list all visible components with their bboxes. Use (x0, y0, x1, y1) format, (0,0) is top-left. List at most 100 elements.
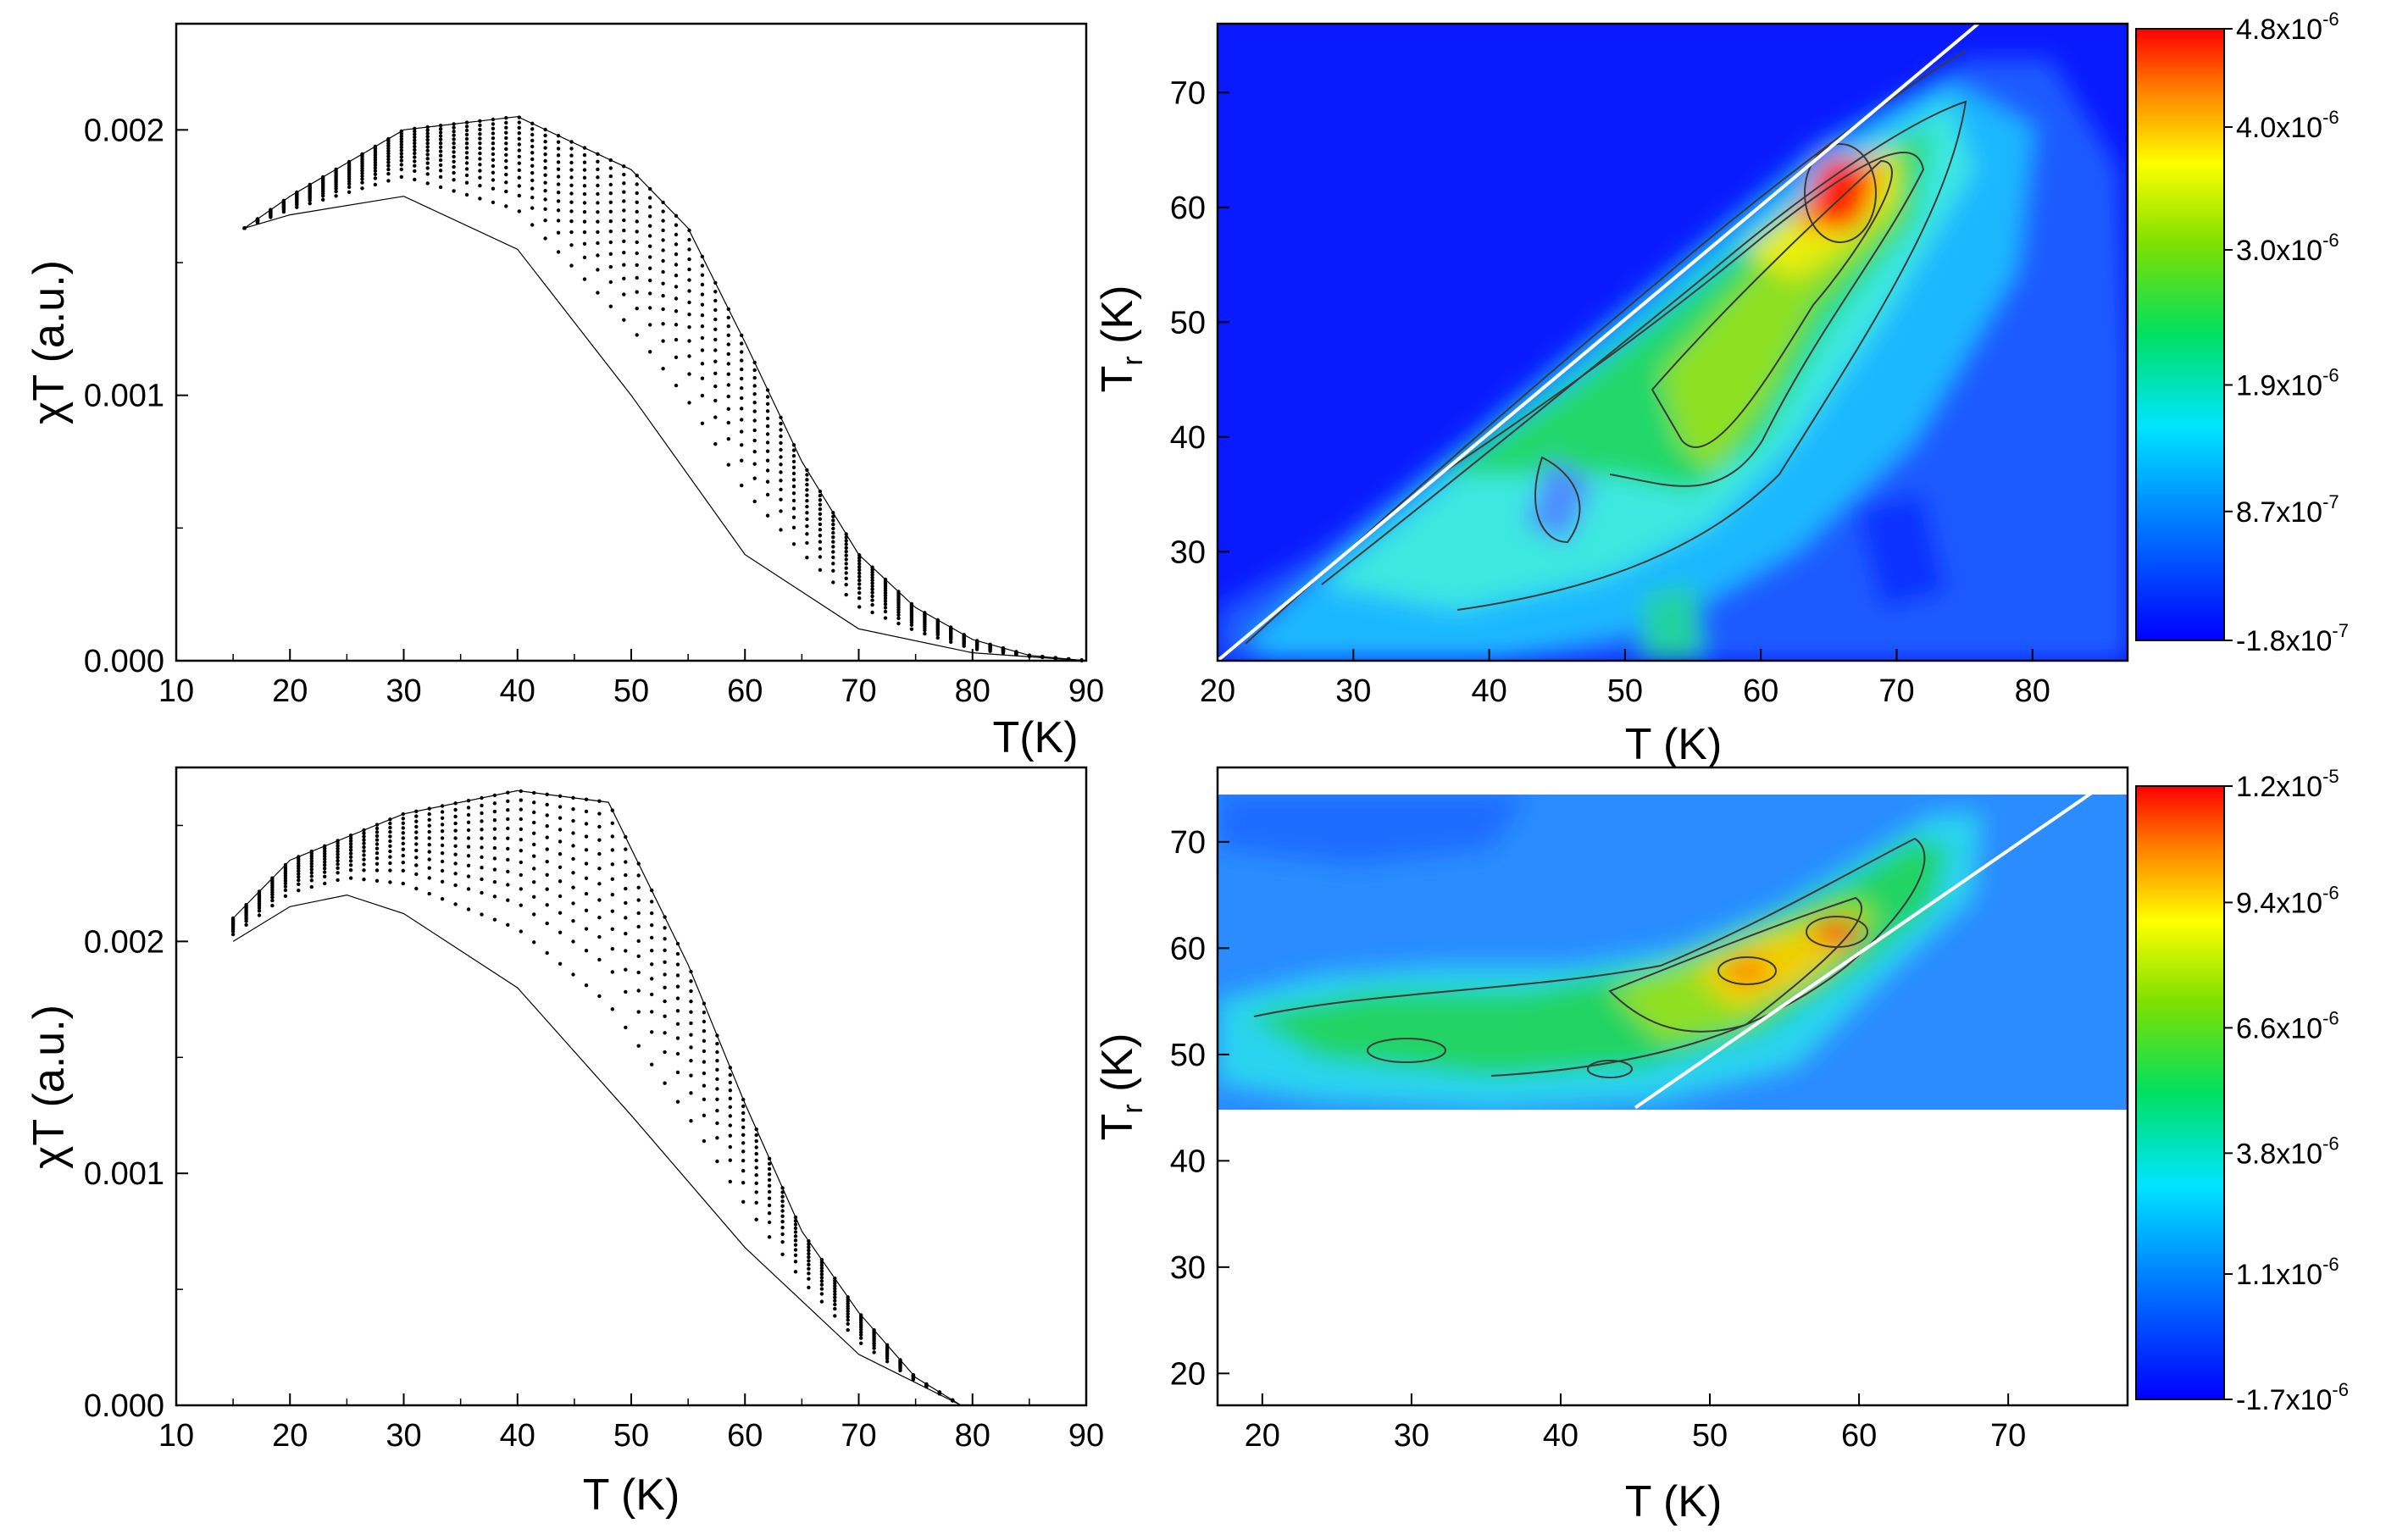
data-point (399, 158, 403, 163)
data-point (859, 1332, 863, 1337)
data-point (270, 895, 275, 900)
data-point (584, 834, 589, 839)
data-point (819, 1279, 824, 1283)
data-point (427, 866, 431, 870)
data-point (767, 1189, 772, 1194)
data-point (438, 185, 443, 190)
data-point (949, 625, 953, 629)
data-point (715, 1077, 719, 1082)
data-point (401, 868, 405, 873)
data-point (584, 927, 589, 931)
data-point (480, 795, 484, 800)
data-points (230, 789, 962, 1406)
panel-bottom-right-heatmap: 20 30 40 50 60 70 20 30 40 50 60 70 T (K) Tr (K) 1… (1093, 766, 2349, 1526)
y-tick-label: 50 (1170, 1038, 1206, 1073)
data-series-trace (230, 841, 955, 1403)
data-point (569, 209, 574, 213)
data-point (962, 633, 966, 637)
data-point (635, 174, 639, 178)
colorbar (2135, 28, 2225, 641)
data-point (519, 798, 523, 802)
data-point (608, 264, 613, 269)
x-tick-label: 20 (1200, 673, 1235, 709)
data-point (466, 820, 471, 824)
data-point (464, 132, 469, 137)
data-point (401, 826, 405, 830)
data-point (807, 1259, 811, 1263)
data-point (754, 1190, 758, 1194)
data-point (622, 239, 626, 243)
data-point (726, 383, 730, 387)
data-point (413, 151, 417, 156)
data-point (833, 1277, 837, 1281)
data-point (388, 825, 392, 830)
data-point (689, 969, 693, 974)
data-point (584, 861, 589, 866)
data-point (414, 830, 419, 834)
data-point (833, 1287, 837, 1291)
data-point (896, 612, 901, 618)
data-point (728, 1089, 732, 1093)
data-point (765, 479, 770, 484)
data-point (648, 224, 652, 228)
data-point (650, 977, 654, 981)
data-point (440, 859, 445, 864)
data-point (478, 197, 482, 201)
data-point (519, 838, 523, 842)
data-point (582, 191, 587, 197)
data-point (492, 818, 497, 823)
data-point (715, 1097, 719, 1102)
data-point (740, 367, 744, 372)
data-point (728, 1072, 732, 1077)
data-point (375, 861, 380, 866)
data-point (833, 1314, 837, 1318)
data-point (726, 352, 730, 357)
data-point (413, 177, 417, 182)
data-point (596, 183, 600, 188)
x-axis-ticks: 10 20 30 40 50 60 70 80 90 (158, 1393, 1104, 1454)
data-point (506, 826, 510, 831)
data-point (663, 960, 667, 965)
heatmap-field (1218, 795, 1983, 1110)
data-point (780, 1252, 785, 1257)
data-point (635, 275, 639, 280)
data-point (491, 178, 496, 182)
colorbar-ticks: 4.8x10-6 4.0x10-6 3.0x10-6 1.9x10-6 8.7x10-7… (2224, 8, 2349, 657)
envelope-curve (244, 116, 1087, 662)
data-point (608, 240, 613, 245)
x-axis-title: T (K) (583, 1471, 680, 1520)
data-point (767, 1211, 772, 1216)
data-point (556, 199, 561, 203)
data-point (597, 994, 602, 999)
data-point (556, 140, 561, 144)
x-axis-title: T (K) (1625, 1477, 1723, 1526)
data-point (517, 148, 521, 152)
colorbar-tick-label: 1.1x10-6 (2236, 1254, 2339, 1291)
data-point (321, 174, 325, 180)
data-point (648, 323, 652, 327)
data-point (492, 856, 497, 861)
data-point (754, 1151, 758, 1156)
data-point (791, 465, 796, 469)
data-point (492, 880, 497, 884)
data-point (793, 1260, 798, 1264)
data-point (740, 483, 744, 488)
data-point (466, 812, 471, 817)
data-point (622, 228, 626, 233)
data-point (517, 168, 521, 173)
data-point (780, 1194, 785, 1199)
data-point (491, 147, 496, 151)
reference-curve (232, 894, 962, 1406)
data-point (622, 276, 626, 280)
data-point (674, 383, 679, 388)
data-point (752, 428, 757, 433)
data-point (700, 263, 705, 268)
data-point (765, 388, 770, 392)
data-point (819, 1292, 824, 1296)
data-point (779, 528, 783, 532)
data-point (375, 878, 380, 884)
data-point (336, 852, 340, 856)
data-point (386, 152, 391, 156)
data-point (308, 182, 312, 187)
data-point (281, 198, 286, 202)
